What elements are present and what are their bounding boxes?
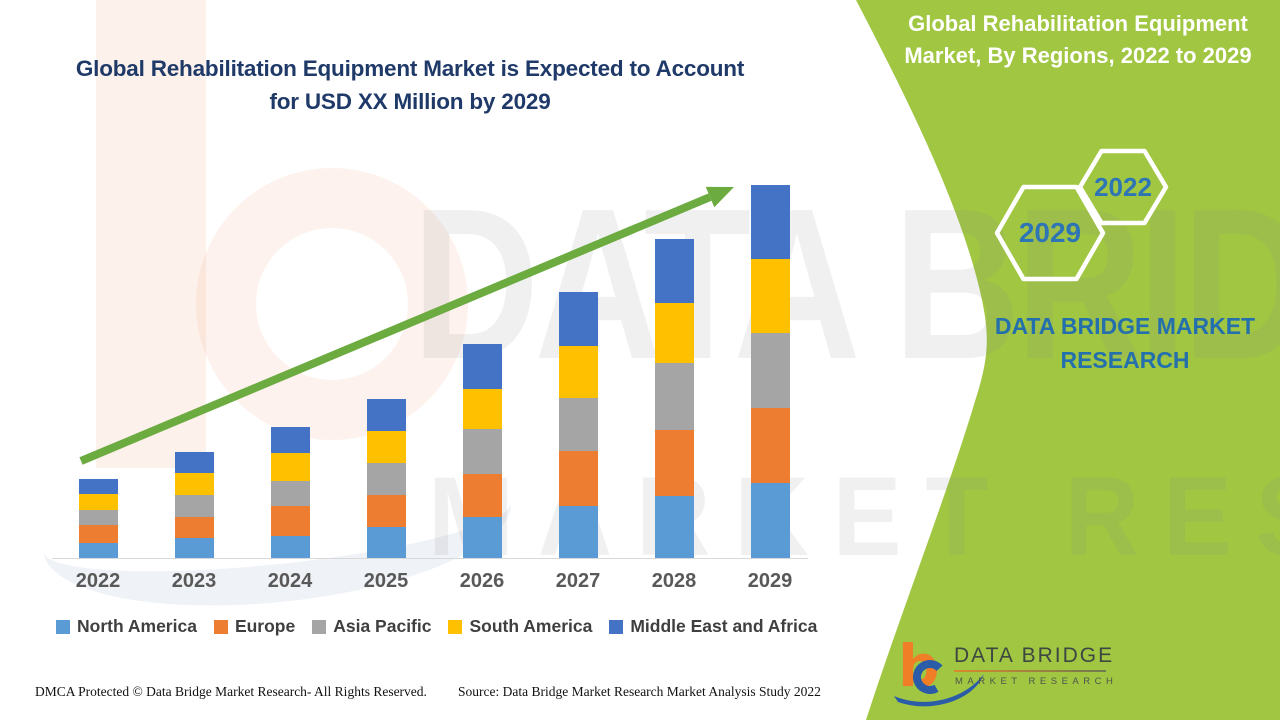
bar-segment-2026-north-america — [462, 517, 502, 559]
trend-arrow — [79, 186, 734, 465]
bar-segment-2027-north-america — [558, 506, 598, 559]
logo-subtitle: MARKET RESEARCH — [955, 676, 1118, 687]
bar-segment-2029-europe — [750, 408, 790, 483]
x-axis-label-2023: 2023 — [171, 570, 217, 592]
legend-swatch-icon — [56, 619, 70, 634]
bar-2027 — [558, 292, 598, 559]
bar-2029 — [750, 185, 790, 559]
bar-segment-2025-asia-pacific — [366, 463, 406, 495]
panel-brand-line2: RESEARCH — [1060, 347, 1190, 373]
legend-swatch-icon — [213, 619, 228, 634]
panel-title-line2: Market, By Regions, 2022 to 2029 — [904, 43, 1252, 68]
legend-label: North America — [77, 616, 197, 636]
bar-segment-2028-north-america — [654, 496, 694, 559]
bar-segment-2029-south-america — [750, 259, 790, 333]
logo-b-icon: b — [894, 632, 984, 707]
bar-segment-2027-middle-east-and-africa — [558, 292, 598, 346]
bar-segment-2023-middle-east-and-africa — [174, 452, 214, 473]
bar-segment-2023-north-america — [174, 538, 214, 559]
legend-label: South America — [469, 616, 593, 636]
panel-brand-line1: DATA BRIDGE MARKET — [994, 313, 1256, 339]
bar-segment-2025-europe — [366, 495, 406, 527]
legend-label: Middle East and Africa — [630, 616, 818, 636]
legend-swatch-icon — [312, 619, 327, 634]
legend-label: Europe — [234, 616, 296, 636]
bar-segment-2028-south-america — [654, 303, 694, 363]
bar-2022 — [78, 479, 118, 559]
bar-segment-2024-europe — [270, 506, 310, 536]
x-axis-label-2025: 2025 — [363, 570, 409, 592]
footer-dmca-text: DMCA Protected © Data Bridge Market Rese… — [35, 684, 427, 699]
bar-segment-2026-south-america — [462, 389, 502, 429]
bar-segment-2024-north-america — [270, 536, 310, 559]
legend-item-middle-east-and-africa: Middle East and Africa — [609, 616, 817, 637]
chart-title: Global Rehabilitation Equipment Market i… — [30, 52, 790, 118]
bar-2026 — [462, 344, 502, 559]
x-axis-labels: 2022 2023 2024 2025 2026 2027 2028 2029 — [0, 570, 860, 596]
bar-segment-2027-europe — [558, 451, 598, 506]
bar-segment-2027-asia-pacific — [558, 398, 598, 451]
panel-brand-text: DATA BRIDGE MARKET RESEARCH — [955, 309, 1280, 377]
stacked-bar-chart — [52, 185, 808, 559]
x-axis-label-2024: 2024 — [267, 570, 313, 592]
bar-segment-2024-asia-pacific — [270, 481, 310, 506]
legend-item-europe: Europe — [213, 616, 296, 637]
bar-2028 — [654, 239, 694, 559]
bar-segment-2022-europe — [78, 525, 118, 543]
panel-title: Global Rehabilitation Equipment Market, … — [880, 8, 1276, 72]
x-axis-line — [52, 558, 808, 559]
bar-segment-2022-north-america — [78, 543, 118, 559]
bar-segment-2027-south-america — [558, 346, 598, 398]
legend-swatch-icon — [448, 619, 463, 634]
bar-segment-2025-south-america — [366, 431, 406, 463]
bar-2023 — [174, 452, 214, 559]
watermark-logo-bar — [96, 0, 206, 468]
bar-segment-2025-middle-east-and-africa — [366, 399, 406, 431]
x-axis-label-2026: 2026 — [459, 570, 505, 592]
bar-segment-2028-asia-pacific — [654, 363, 694, 430]
bar-segment-2022-asia-pacific — [78, 510, 118, 525]
logo-divider — [954, 670, 1106, 672]
bar-2024 — [270, 427, 310, 559]
legend-item-asia-pacific: Asia Pacific — [312, 616, 431, 637]
chart-title-line1: Global Rehabilitation Equipment Market i… — [75, 56, 745, 81]
logo-wordmark: DATA BRIDGE — [954, 644, 1115, 667]
bar-segment-2025-north-america — [366, 527, 406, 559]
hexagon-2029-label: 2029 — [1018, 217, 1082, 248]
hexagon-2022-label: 2022 — [1094, 172, 1152, 202]
chart-title-line2: for USD XX Million by 2029 — [269, 89, 551, 114]
x-axis-label-2027: 2027 — [555, 570, 601, 592]
bar-segment-2023-asia-pacific — [174, 495, 214, 517]
bar-segment-2023-europe — [174, 517, 214, 538]
bar-segment-2024-middle-east-and-africa — [270, 427, 310, 453]
bar-segment-2022-middle-east-and-africa — [78, 479, 118, 494]
bar-segment-2024-south-america — [270, 453, 310, 481]
bar-2025 — [366, 399, 406, 559]
dbmr-logo: b DATA BRIDGE MARKET RESEARCH — [890, 630, 1150, 710]
bar-segment-2028-middle-east-and-africa — [654, 239, 694, 303]
legend-swatch-icon — [609, 619, 624, 634]
legend-label: Asia Pacific — [333, 616, 432, 636]
bar-segment-2026-asia-pacific — [462, 429, 502, 474]
bar-segment-2026-europe — [462, 474, 502, 517]
bar-segment-2026-middle-east-and-africa — [462, 344, 502, 389]
bar-segment-2029-asia-pacific — [750, 333, 790, 408]
x-axis-label-2028: 2028 — [651, 570, 697, 592]
green-panel-shape — [856, 0, 1280, 720]
panel-title-line1: Global Rehabilitation Equipment — [908, 11, 1248, 36]
legend-item-south-america: South America — [448, 616, 592, 637]
bar-segment-2022-south-america — [78, 494, 118, 510]
bar-segment-2029-north-america — [750, 483, 790, 559]
bar-segment-2029-middle-east-and-africa — [750, 185, 790, 259]
bar-segment-2023-south-america — [174, 473, 214, 495]
footer-source-text: Source: Data Bridge Market Research Mark… — [458, 684, 821, 699]
chart-legend: North America Europe Asia Pacific South Ame… — [56, 616, 817, 637]
x-axis-label-2022: 2022 — [75, 570, 121, 592]
x-axis-label-2029: 2029 — [747, 570, 793, 592]
legend-item-north-america: North America — [56, 616, 197, 637]
bar-segment-2028-europe — [654, 430, 694, 496]
